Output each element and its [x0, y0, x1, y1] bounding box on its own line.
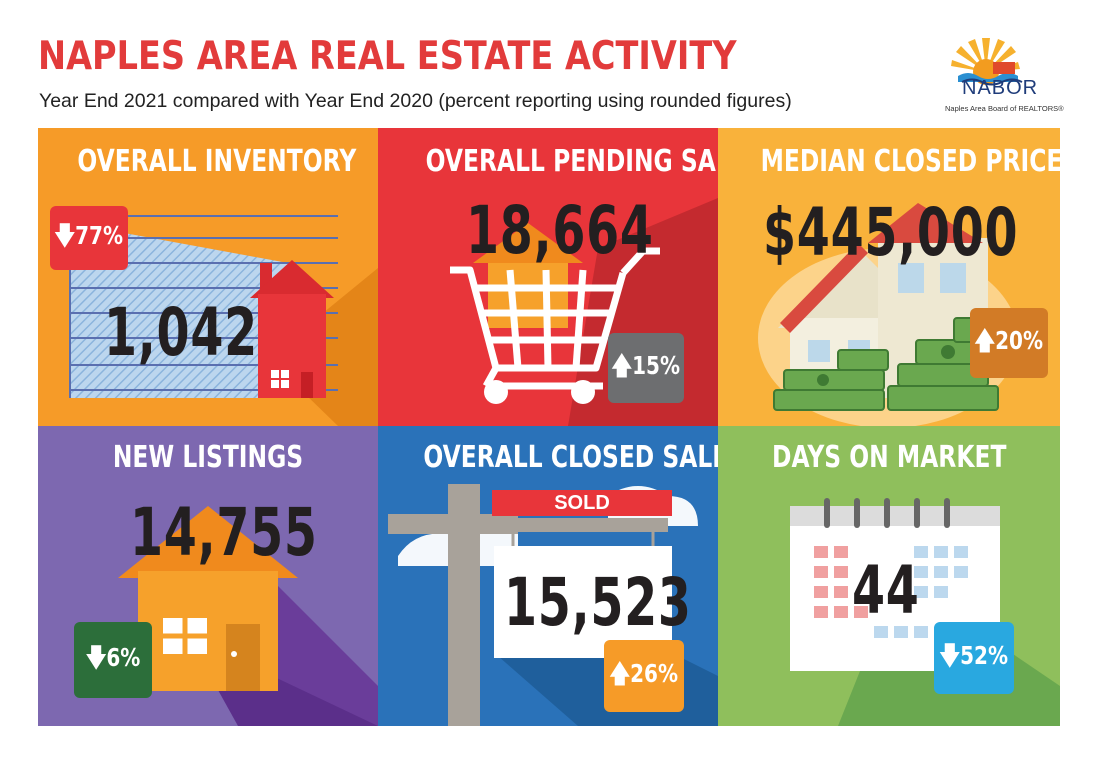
panel-median-closed-price: MEDIAN CLOSED PRICE $445,000 🡅20% [718, 128, 1060, 426]
new-listings-value: 14,755 [130, 494, 318, 571]
panel-title: DAYS ON MARKET [771, 440, 1007, 475]
sold-sign-text: SOLD [554, 492, 610, 514]
arrow-up-icon: 🡅 [611, 350, 633, 380]
inventory-value: 1,042 [104, 294, 258, 371]
logo-name: NABOR [962, 77, 1039, 99]
panel-overall-pending-sales: OVERALL PENDING SALES 18,664 🡅15% [378, 128, 718, 426]
arrow-up-icon: 🡅 [609, 658, 631, 688]
panel-title: NEW LISTINGS [112, 440, 304, 475]
panel-title: MEDIAN CLOSED PRICE [760, 144, 1060, 179]
panel-title: OVERALL CLOSED SALES [423, 440, 718, 475]
panel-title: OVERALL INVENTORY [77, 144, 357, 179]
closed-sales-value: 15,523 [504, 564, 692, 641]
change-badge: 🡅15% [608, 333, 684, 403]
pending-sales-value: 18,664 [466, 192, 654, 269]
house-icon [118, 506, 378, 726]
change-badge: 🡇77% [50, 206, 128, 270]
arrow-down-icon: 🡇 [54, 220, 76, 250]
change-badge: 🡅20% [970, 308, 1048, 378]
panel-title: OVERALL PENDING SALES [425, 144, 718, 179]
arrow-down-icon: 🡇 [939, 640, 961, 670]
panel-overall-closed-sales: OVERALL CLOSED SALES SOLD 15,523 🡅26% [378, 426, 718, 726]
page-title: NAPLES AREA REAL ESTATE ACTIVITY [38, 34, 737, 79]
change-badge: 🡇6% [74, 622, 152, 698]
panel-overall-inventory: OVERALL INVENTORY 1,042 🡇77% [38, 128, 378, 426]
panel-days-on-market: DAYS ON MARKET 44 🡇52% [718, 426, 1060, 726]
sun-logo-icon [951, 38, 1023, 86]
arrow-up-icon: 🡅 [974, 325, 996, 355]
logo-tagline: Naples Area Board of REALTORS® [945, 104, 1064, 113]
arrow-down-icon: 🡇 [85, 642, 107, 672]
change-badge: 🡅26% [604, 640, 684, 712]
house-money-icon [758, 203, 1018, 426]
median-price-value: $445,000 [763, 194, 1019, 271]
days-on-market-value: 44 [852, 552, 920, 629]
page-subtitle: Year End 2021 compared with Year End 202… [39, 90, 792, 112]
panel-new-listings: NEW LISTINGS 14,755 🡇6% [38, 426, 378, 726]
change-badge: 🡇52% [934, 622, 1014, 694]
